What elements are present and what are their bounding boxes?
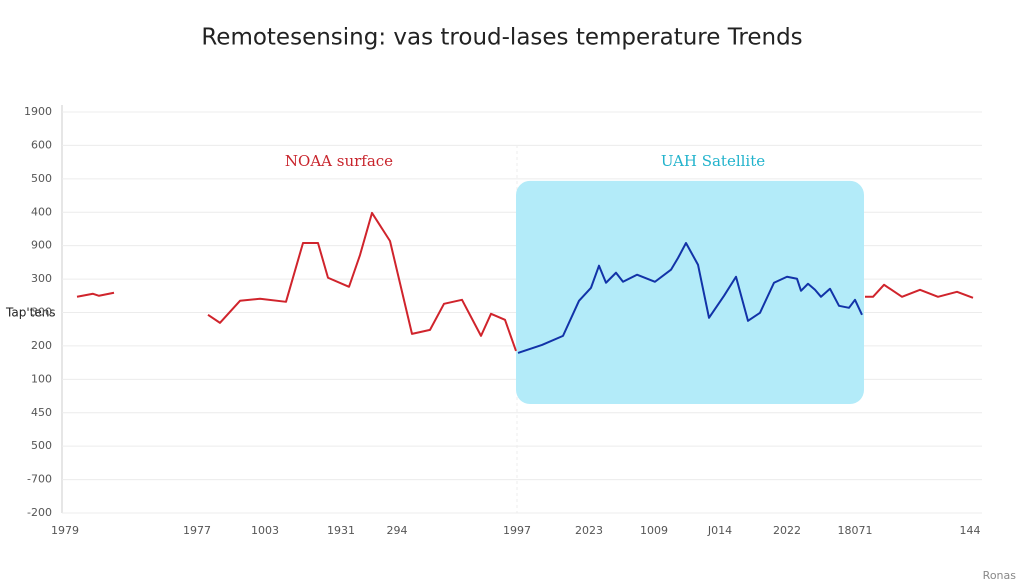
x-tick-label: 2022 xyxy=(773,524,801,537)
y-tick-label: 500 xyxy=(31,439,52,452)
x-tick-label: 144 xyxy=(960,524,981,537)
x-tick-label: J014 xyxy=(707,524,732,537)
x-tick-label: 1931 xyxy=(327,524,355,537)
y-tick-label: -200 xyxy=(27,506,52,519)
y-tick-label: 100 xyxy=(31,372,52,385)
series-label: NOAA surface xyxy=(285,152,393,170)
y-tick-label: 450 xyxy=(31,406,52,419)
highlight-region xyxy=(516,180,864,405)
x-tick-label: 1003 xyxy=(251,524,279,537)
x-tick-label: 294 xyxy=(387,524,408,537)
footer: Ronas xyxy=(983,569,1017,582)
y-axis-label: Tap'tens xyxy=(5,306,56,320)
y-tick-label: 200 xyxy=(31,339,52,352)
y-tick-label: 500 xyxy=(31,172,52,185)
y-tick-label: 1900 xyxy=(24,105,52,118)
y-tick-label: 900 xyxy=(31,239,52,252)
series-line xyxy=(76,211,974,352)
x-tick-label: 1977 xyxy=(183,524,211,537)
x-tick-label: 1979 xyxy=(51,524,79,537)
y-tick-label: 400 xyxy=(31,205,52,218)
y-tick-label: 300 xyxy=(31,272,52,285)
y-tick-label: -700 xyxy=(27,473,52,486)
series-label: UAH Satellite xyxy=(661,152,765,170)
x-tick-label: 18071 xyxy=(838,524,873,537)
series-line xyxy=(517,241,863,354)
x-tick-label: 1997 xyxy=(503,524,531,537)
chart-title: Remotesensing: vas troud-lases temperatu… xyxy=(201,25,802,51)
y-tick-label: 600 xyxy=(31,138,52,151)
x-tick-label: 2023 xyxy=(575,524,603,537)
x-tick-label: 1009 xyxy=(640,524,668,537)
y-tick-label: 300 xyxy=(31,306,52,319)
